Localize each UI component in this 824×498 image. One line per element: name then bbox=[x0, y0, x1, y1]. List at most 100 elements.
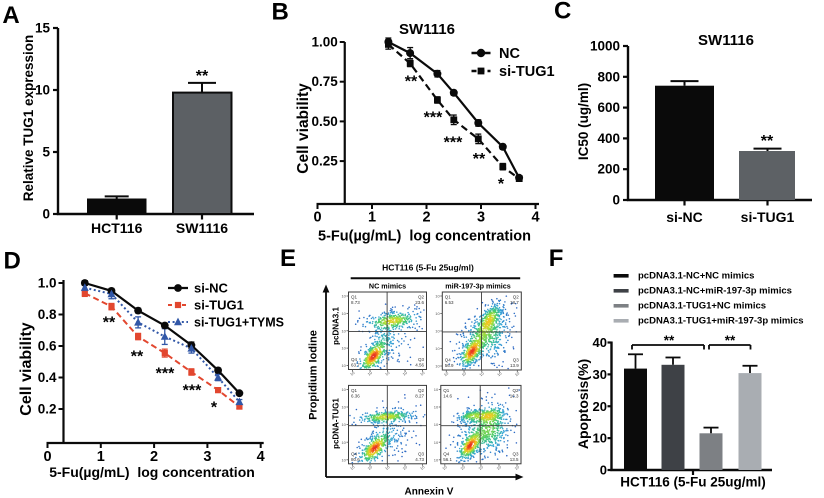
svg-text:pcDNA3.1: pcDNA3.1 bbox=[332, 307, 341, 345]
svg-text:10: 10 bbox=[341, 440, 346, 445]
svg-text:***: *** bbox=[156, 366, 175, 383]
svg-text:10: 10 bbox=[341, 405, 346, 410]
svg-text:10: 10 bbox=[514, 370, 521, 377]
svg-text:4: 4 bbox=[531, 210, 539, 226]
svg-text:pcDNA3.1-TUG1+NC mimics: pcDNA3.1-TUG1+NC mimics bbox=[638, 300, 766, 311]
svg-text:*: * bbox=[498, 176, 505, 193]
svg-text:si-TUG1: si-TUG1 bbox=[499, 64, 555, 80]
svg-text:10: 10 bbox=[366, 464, 373, 471]
svg-text:10: 10 bbox=[401, 464, 408, 471]
svg-text:0.8: 0.8 bbox=[38, 307, 57, 322]
svg-text:18.7: 18.7 bbox=[510, 300, 519, 305]
svg-text:si-TUG1+TYMS: si-TUG1+TYMS bbox=[194, 316, 284, 330]
svg-text:10: 10 bbox=[384, 370, 391, 377]
svg-text:10: 10 bbox=[419, 370, 426, 377]
svg-text:Q3: Q3 bbox=[418, 451, 425, 456]
svg-text:Cell viability: Cell viability bbox=[18, 322, 35, 415]
svg-text:3: 3 bbox=[203, 449, 211, 465]
svg-text:0: 0 bbox=[42, 207, 50, 222]
svg-text:**: ** bbox=[405, 74, 418, 91]
svg-text:3: 3 bbox=[477, 210, 485, 226]
svg-text:D: D bbox=[4, 247, 21, 274]
svg-text:10: 10 bbox=[341, 457, 346, 462]
svg-text:63.7: 63.7 bbox=[351, 363, 360, 368]
svg-text:10: 10 bbox=[341, 294, 346, 299]
svg-text:**: ** bbox=[761, 133, 774, 150]
svg-text:Q1: Q1 bbox=[445, 295, 452, 300]
svg-text:Cell viability: Cell viability bbox=[295, 83, 312, 174]
svg-text:1000: 1000 bbox=[590, 39, 620, 54]
svg-text:0.2: 0.2 bbox=[38, 402, 57, 417]
svg-text:56.1: 56.1 bbox=[443, 457, 452, 462]
svg-text:10: 10 bbox=[349, 370, 356, 377]
svg-text:Q2: Q2 bbox=[512, 388, 519, 393]
svg-text:HCT116: HCT116 bbox=[91, 220, 143, 236]
svg-text:10: 10 bbox=[434, 457, 439, 462]
svg-text:30: 30 bbox=[593, 367, 607, 382]
svg-text:10: 10 bbox=[593, 431, 607, 446]
svg-text:2: 2 bbox=[422, 210, 430, 226]
svg-text:SW1116: SW1116 bbox=[399, 21, 455, 38]
svg-text:Q1: Q1 bbox=[351, 295, 358, 300]
svg-text:pcDNA3.1-NC+NC mimics: pcDNA3.1-NC+NC mimics bbox=[638, 270, 754, 281]
svg-text:10: 10 bbox=[434, 387, 439, 392]
svg-text:10: 10 bbox=[35, 83, 50, 98]
svg-text:Q1: Q1 bbox=[443, 388, 450, 393]
svg-text:56.9: 56.9 bbox=[445, 363, 454, 368]
svg-text:10: 10 bbox=[478, 370, 485, 377]
svg-text:1.0: 1.0 bbox=[38, 276, 57, 291]
svg-text:6.36: 6.36 bbox=[351, 393, 360, 398]
svg-text:E: E bbox=[280, 245, 296, 272]
svg-text:Relative TUG1 expression: Relative TUG1 expression bbox=[21, 35, 36, 202]
svg-text:16.3: 16.3 bbox=[510, 393, 519, 398]
svg-text:10: 10 bbox=[401, 370, 408, 377]
svg-text:Q4: Q4 bbox=[443, 451, 450, 456]
svg-text:HCT116 (5-Fu 25ug/ml): HCT116 (5-Fu 25ug/ml) bbox=[382, 263, 474, 273]
svg-text:800: 800 bbox=[597, 69, 620, 84]
svg-text:13.5: 13.5 bbox=[510, 457, 519, 462]
svg-text:HCT116 (5-Fu 25ug/ml): HCT116 (5-Fu 25ug/ml) bbox=[620, 475, 766, 490]
svg-text:0.50: 0.50 bbox=[311, 114, 337, 129]
svg-text:23.6: 23.6 bbox=[415, 300, 424, 305]
svg-text:4.73: 4.73 bbox=[415, 457, 424, 462]
svg-text:10: 10 bbox=[495, 464, 502, 471]
svg-text:13.9: 13.9 bbox=[510, 363, 519, 368]
svg-text:0.6: 0.6 bbox=[38, 339, 57, 354]
svg-text:**: ** bbox=[103, 315, 116, 332]
svg-text:10: 10 bbox=[435, 346, 440, 351]
svg-text:0: 0 bbox=[600, 463, 607, 478]
svg-text:***: *** bbox=[424, 110, 443, 127]
svg-text:Q3: Q3 bbox=[512, 451, 519, 456]
svg-text:10: 10 bbox=[443, 370, 450, 377]
svg-text:SW1116: SW1116 bbox=[176, 220, 228, 236]
svg-text:**: ** bbox=[131, 349, 144, 366]
svg-text:NC: NC bbox=[499, 46, 520, 62]
svg-text:0.75: 0.75 bbox=[311, 74, 338, 89]
svg-text:C: C bbox=[554, 0, 571, 25]
svg-text:10: 10 bbox=[435, 294, 440, 299]
svg-text:5: 5 bbox=[42, 145, 50, 160]
svg-text:*: * bbox=[211, 400, 218, 417]
svg-text:10: 10 bbox=[341, 311, 346, 316]
svg-text:0.4: 0.4 bbox=[38, 370, 57, 385]
svg-text:Q1: Q1 bbox=[351, 388, 358, 393]
svg-text:pcDNA3.1-NC+miR-197-3p mimics: pcDNA3.1-NC+miR-197-3p mimics bbox=[638, 285, 792, 296]
svg-text:Q2: Q2 bbox=[513, 295, 520, 300]
svg-text:***: *** bbox=[183, 383, 202, 400]
svg-text:10: 10 bbox=[434, 422, 439, 427]
svg-text:40: 40 bbox=[593, 335, 607, 350]
svg-text:10: 10 bbox=[349, 464, 356, 471]
svg-text:4: 4 bbox=[257, 449, 265, 465]
svg-text:10: 10 bbox=[461, 370, 468, 377]
svg-text:10: 10 bbox=[435, 329, 440, 334]
svg-text:10: 10 bbox=[435, 311, 440, 316]
svg-text:4.56: 4.56 bbox=[415, 363, 424, 368]
svg-text:Q3: Q3 bbox=[513, 358, 520, 363]
svg-text:Q4: Q4 bbox=[445, 358, 452, 363]
svg-text:A: A bbox=[2, 2, 19, 29]
svg-text:B: B bbox=[272, 0, 289, 26]
svg-text:si-TUG1: si-TUG1 bbox=[194, 298, 244, 313]
svg-text:80.6: 80.6 bbox=[351, 457, 360, 462]
svg-text:***: *** bbox=[444, 135, 463, 152]
svg-text:si-TUG1: si-TUG1 bbox=[741, 209, 795, 225]
